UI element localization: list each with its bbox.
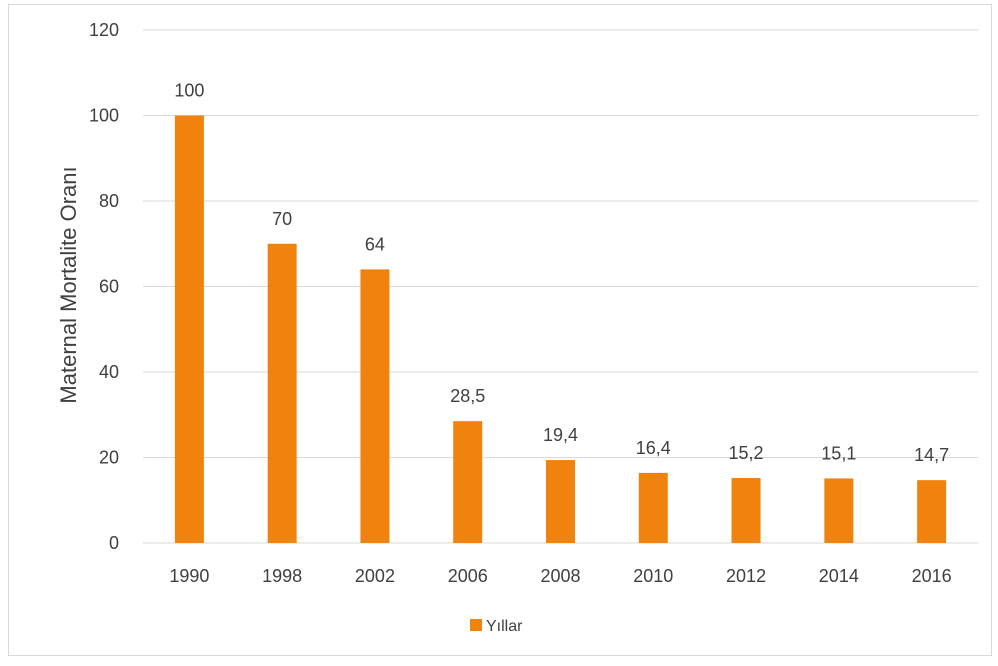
bar (824, 478, 854, 543)
x-axis-ticks: 1990 1998 2002 2006 2008 2010 2012 2014 2016 (169, 566, 951, 586)
y-tick-label: 20 (99, 448, 119, 468)
y-tick-label: 80 (99, 191, 119, 211)
legend-label: Yıllar (486, 618, 523, 635)
legend-swatch (470, 619, 482, 631)
bar (453, 421, 483, 543)
data-label: 15,1 (821, 443, 856, 463)
bars (174, 115, 947, 543)
x-tick-label: 2008 (540, 566, 580, 586)
x-tick-label: 2006 (448, 566, 488, 586)
bar (174, 115, 204, 543)
data-label: 19,4 (543, 425, 578, 445)
data-label: 16,4 (636, 438, 671, 458)
bar (917, 480, 947, 543)
bar (731, 478, 761, 543)
bar (638, 472, 668, 543)
y-tick-label: 120 (89, 20, 119, 40)
bar (546, 460, 575, 543)
y-tick-label: 0 (109, 533, 119, 553)
y-tick-label: 40 (99, 362, 119, 382)
y-axis-label: Maternal Mortalite Oranı (56, 166, 81, 403)
data-label: 64 (365, 234, 385, 254)
x-tick-label: 1998 (262, 566, 302, 586)
data-label: 14,7 (914, 445, 949, 465)
bar (267, 243, 297, 543)
y-axis-ticks: 0 20 40 60 80 100 120 (89, 20, 119, 553)
data-label: 70 (272, 209, 292, 229)
data-label: 15,2 (729, 443, 764, 463)
chart-frame (8, 4, 992, 656)
x-tick-label: 2012 (726, 566, 766, 586)
x-tick-label: 2010 (633, 566, 673, 586)
x-tick-label: 2016 (912, 566, 952, 586)
data-label: 100 (174, 81, 204, 101)
bar (360, 269, 390, 543)
y-tick-label: 100 (89, 106, 119, 126)
data-labels: 100 70 64 28,5 19,4 16,4 15,2 15,1 14,7 (174, 81, 949, 466)
data-label: 28,5 (450, 386, 485, 406)
x-tick-label: 2014 (819, 566, 859, 586)
x-tick-label: 1990 (169, 566, 209, 586)
x-tick-label: 2002 (355, 566, 395, 586)
y-tick-label: 60 (99, 277, 119, 297)
legend: Yıllar (470, 618, 523, 635)
